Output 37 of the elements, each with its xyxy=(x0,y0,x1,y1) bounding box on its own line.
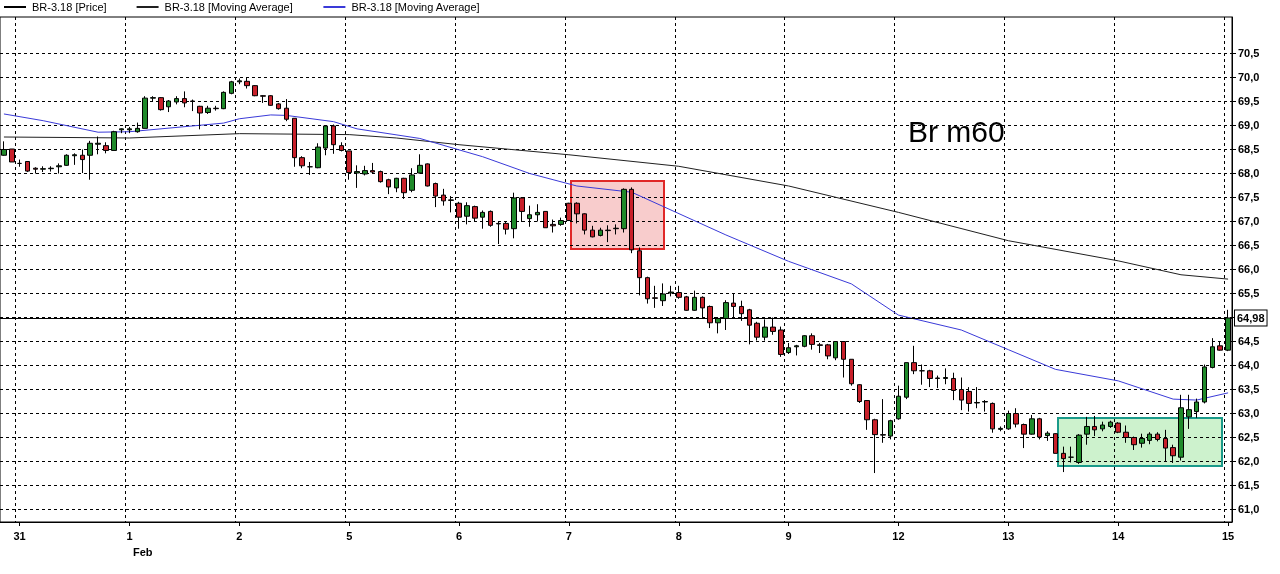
y-tick-label: 68,5 xyxy=(1238,143,1260,156)
y-tick-label: 67,5 xyxy=(1238,191,1260,204)
x-tick-label: 9 xyxy=(785,529,792,542)
ref-line-label: 64,98 xyxy=(1237,311,1265,324)
x-tick-label: 8 xyxy=(675,529,682,542)
y-tick-label: 63,5 xyxy=(1238,383,1260,396)
x-tick-label: 12 xyxy=(892,529,905,542)
y-tick-label: 61,5 xyxy=(1238,479,1260,492)
x-tick-label: 5 xyxy=(346,529,353,542)
y-tick-label: 70,0 xyxy=(1238,71,1260,83)
y-tick-label: 61,0 xyxy=(1238,503,1260,516)
y-tick-label: 67,0 xyxy=(1238,215,1260,228)
text: Feb xyxy=(133,546,153,558)
x-tick-label: 2 xyxy=(236,529,243,542)
y-tick-label: 63,0 xyxy=(1238,407,1260,420)
y-tick-label: 70,5 xyxy=(1238,47,1260,59)
x-tick-label: 6 xyxy=(455,529,463,542)
legend-label: BR-3.18 [Moving Average] xyxy=(164,1,293,13)
y-tick-label: 69,0 xyxy=(1238,119,1260,132)
x-tick-label: 14 xyxy=(1112,529,1126,542)
y-tick-label: 68,0 xyxy=(1238,167,1260,180)
x-tick-label: 15 xyxy=(1221,529,1235,542)
y-tick-label: 69,5 xyxy=(1238,95,1260,108)
y-tick-label: 66,5 xyxy=(1238,239,1260,252)
y-tick-label: 62,5 xyxy=(1238,431,1260,444)
y-tick-label: 64,0 xyxy=(1238,359,1260,372)
y-tick-label: 62,0 xyxy=(1238,455,1260,468)
x-tick-label: 1 xyxy=(126,529,133,542)
x-tick-label: 13 xyxy=(1002,529,1015,542)
y-tick-label: 65,5 xyxy=(1238,287,1260,300)
annotation: Br m60 xyxy=(908,114,1005,148)
y-tick-label: 64,5 xyxy=(1238,335,1260,348)
legend-label: BR-3.18 [Price] xyxy=(32,1,107,13)
x-tick-label: 31 xyxy=(13,529,26,542)
y-tick-label: 66,0 xyxy=(1238,263,1260,276)
x-tick-label: 7 xyxy=(565,529,572,542)
legend-label: BR-3.18 [Moving Average] xyxy=(351,1,480,13)
